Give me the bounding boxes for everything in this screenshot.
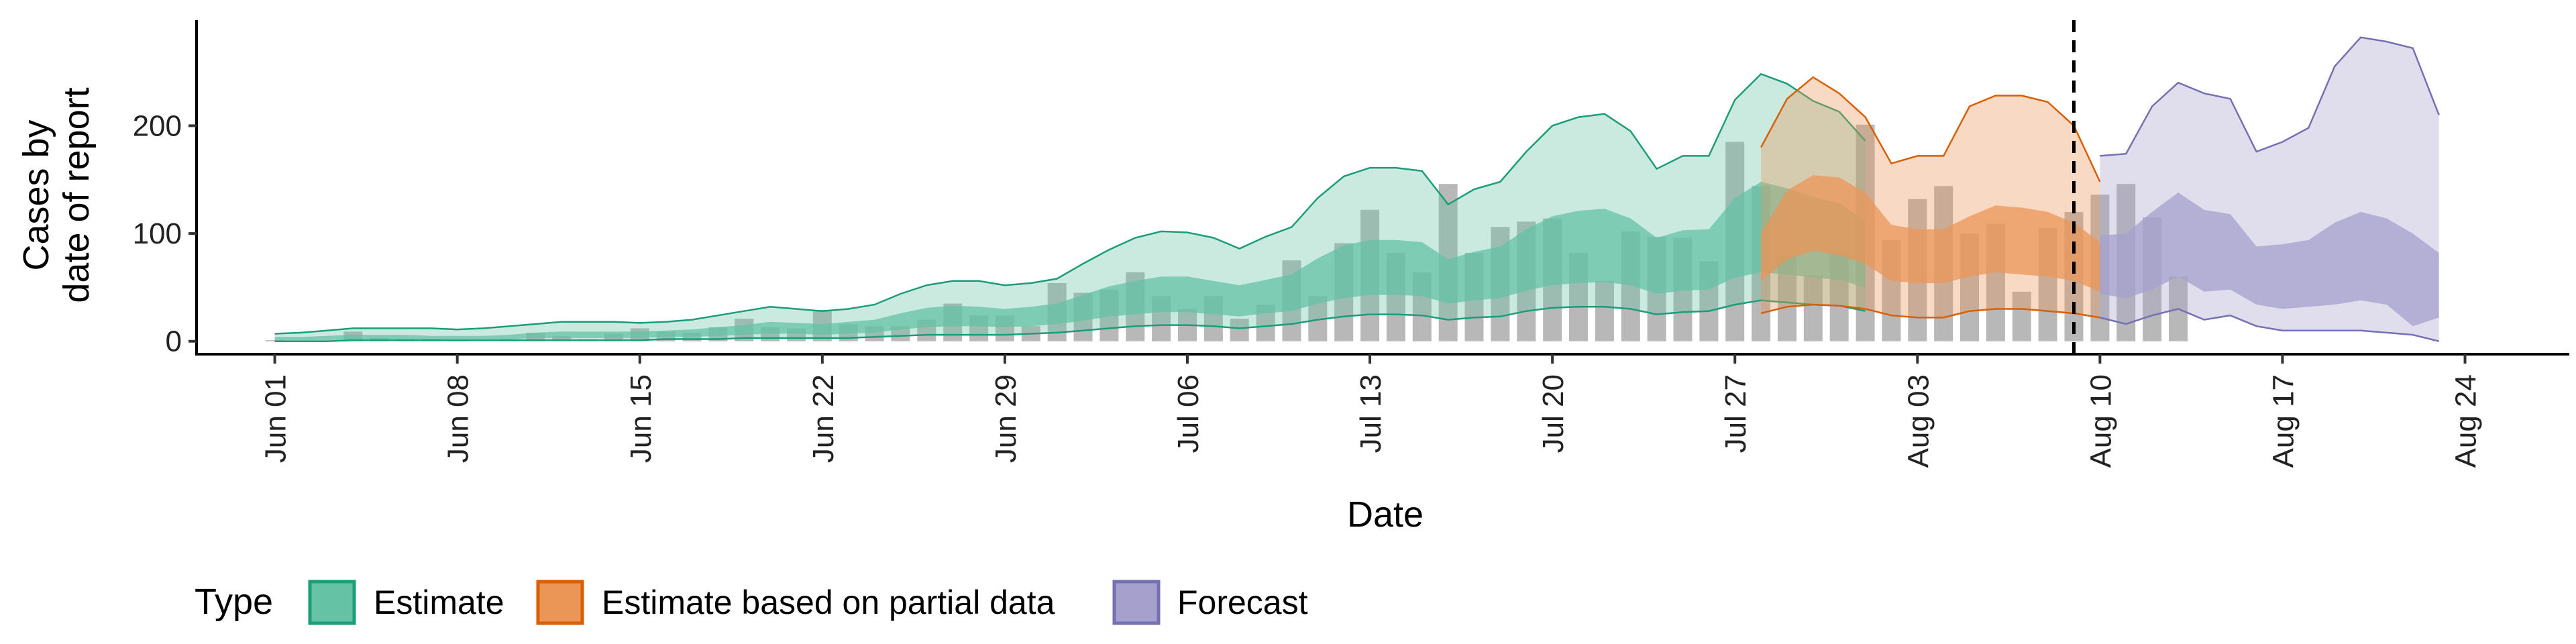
legend-title: Type	[195, 582, 273, 622]
x-ticks: Jun 01 Jun 08 Jun 15 Jun 22 Jun 29 Jul 06 Jul …	[260, 354, 2483, 468]
y-ticks: 0 100 200	[133, 109, 197, 358]
legend-key-partial-data	[536, 580, 584, 625]
y-tick-label: 0	[166, 325, 182, 358]
x-tick-label: Jul 13	[1354, 374, 1387, 453]
axes	[195, 20, 2569, 356]
legend-key-forecast	[1112, 580, 1161, 625]
x-tick-label: Jun 01	[260, 374, 292, 463]
x-tick-label: Jul 06	[1172, 374, 1205, 453]
partial-data-band-50	[1761, 175, 2100, 292]
x-tick-label: Aug 03	[1902, 374, 1935, 468]
x-tick-label: Jun 08	[442, 374, 475, 463]
estimate-band-50	[274, 182, 1866, 341]
case-bar	[1803, 275, 1823, 341]
x-axis-title: Date	[1347, 494, 1424, 535]
estimate-lower-line	[274, 299, 1866, 342]
forecast-lower-line	[2100, 308, 2439, 342]
x-tick-label: Aug 10	[2084, 374, 2117, 468]
forecast-upper-line	[2100, 36, 2440, 157]
y-axis-title-line-1: Cases by	[16, 119, 56, 270]
estimate-upper-line	[274, 72, 1866, 335]
case-bar	[552, 335, 572, 341]
legend: Type Estimate Estimate based on partial …	[195, 580, 1308, 625]
x-tick-label: Jun 15	[625, 374, 657, 463]
case-bar	[2012, 291, 2031, 341]
y-tick-label: 100	[133, 217, 182, 250]
x-tick-label: Jul 20	[1537, 374, 1570, 453]
legend-label-forecast: Forecast	[1177, 584, 1308, 621]
x-tick-label: Aug 17	[2267, 374, 2300, 468]
x-tick-label: Jun 29	[989, 374, 1022, 463]
legend-label-partial-data: Estimate based on partial data	[602, 584, 1055, 621]
legend-key-estimate	[308, 580, 356, 625]
y-axis-title-line-2: date of report	[56, 87, 97, 303]
partial-data-upper-line	[1760, 76, 2101, 182]
partial-data-lower-line	[1760, 303, 2100, 319]
case-bar	[1230, 319, 1249, 341]
bands-layer	[274, 36, 2440, 342]
forecast-band-50	[2100, 193, 2439, 327]
x-tick-label: Aug 24	[2450, 374, 2483, 468]
x-tick-label: Jun 22	[807, 374, 840, 463]
y-axis-title: Cases by date of report	[16, 87, 97, 303]
y-tick-label: 200	[133, 109, 182, 142]
x-tick-label: Jul 27	[1719, 374, 1752, 453]
case-bar	[1595, 280, 1614, 341]
legend-label-estimate: Estimate	[374, 584, 504, 621]
